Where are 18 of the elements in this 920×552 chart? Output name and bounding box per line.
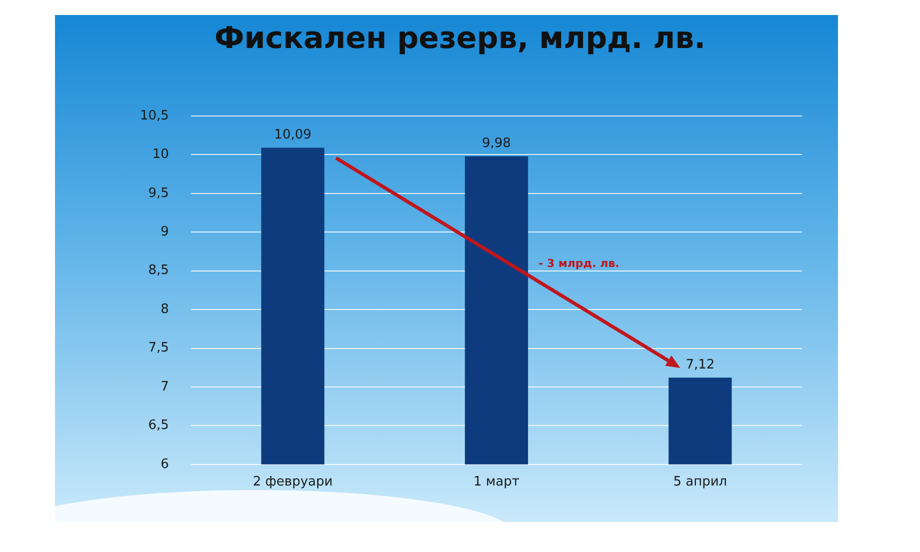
y-tick-label: 9 [160, 224, 169, 240]
data-label: 7,12 [686, 358, 715, 373]
x-tick-label: 2 февруари [252, 474, 333, 490]
y-tick-label: 10 [152, 147, 169, 162]
y-tick-label: 10,5 [140, 108, 169, 124]
data-label: 10,09 [274, 128, 312, 143]
data-label: 9,98 [482, 136, 511, 152]
y-tick-label: 6 [160, 456, 169, 472]
annotation: - 3 млрд. лв. [538, 256, 620, 270]
y-tick-label: 7 [160, 379, 169, 394]
x-tick-label: 5 април [673, 474, 728, 490]
y-tick-label: 8 [160, 302, 169, 317]
chart-title: Фискален резерв, млрд. лв. [214, 20, 706, 56]
y-tick-label: 6,5 [148, 418, 169, 434]
x-tick-label: 1 март [473, 474, 520, 490]
y-tick-label: 8,5 [148, 263, 169, 278]
y-tick-label: 7,5 [148, 340, 169, 356]
y-tick-label: 9,5 [148, 186, 169, 201]
